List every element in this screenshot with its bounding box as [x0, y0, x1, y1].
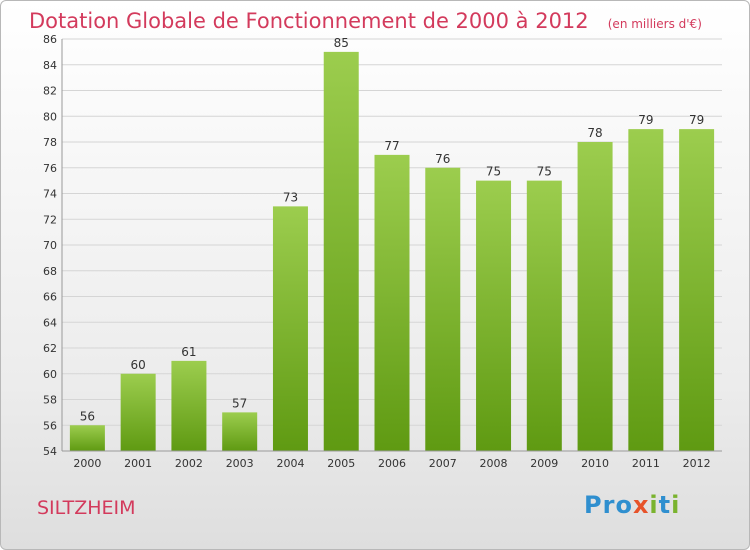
- proxiti-logo: Proxiti: [584, 491, 681, 519]
- bar-value-label: 73: [283, 190, 298, 204]
- y-tick-label: 76: [43, 162, 57, 175]
- bar: [69, 425, 105, 451]
- bar-value-label: 75: [486, 165, 501, 179]
- bar-value-label: 61: [181, 345, 196, 359]
- bar-value-label: 77: [384, 139, 399, 153]
- chart-title: Dotation Globale de Fonctionnement de 20…: [29, 9, 589, 33]
- x-tick-label: 2008: [480, 457, 508, 470]
- bar-value-label: 57: [232, 396, 247, 410]
- bar-value-label: 56: [80, 409, 95, 423]
- bar-value-label: 75: [537, 165, 552, 179]
- bar-value-label: 79: [689, 113, 704, 127]
- commune-name: SILTZHEIM: [37, 497, 136, 519]
- y-tick-label: 56: [43, 419, 57, 432]
- y-tick-label: 78: [43, 136, 57, 149]
- chart-subtitle-unit: (en milliers d'€): [607, 17, 702, 31]
- x-tick-label: 2006: [378, 457, 406, 470]
- x-tick-label: 2004: [276, 457, 304, 470]
- axes: [61, 39, 722, 452]
- y-axis-tick-labels: 54 56 58 60 62 64 66 68 70 72 74 76 78 80 82 84 86: [43, 33, 57, 458]
- x-tick-label: 2010: [581, 457, 609, 470]
- bar: [476, 180, 512, 451]
- bar: [374, 154, 410, 451]
- bar: [120, 373, 156, 451]
- y-tick-label: 60: [43, 368, 57, 381]
- x-tick-label: 2002: [175, 457, 203, 470]
- x-tick-label: 2011: [632, 457, 660, 470]
- x-tick-label: 2000: [73, 457, 101, 470]
- x-tick-label: 2009: [530, 457, 558, 470]
- x-tick-label: 2001: [124, 457, 152, 470]
- bar: [577, 142, 613, 451]
- bar: [526, 180, 562, 451]
- bars: [69, 51, 715, 451]
- y-tick-label: 64: [43, 316, 57, 329]
- x-tick-label: 2007: [429, 457, 457, 470]
- x-tick-label: 2003: [226, 457, 254, 470]
- bar: [425, 167, 461, 451]
- y-tick-label: 62: [43, 342, 57, 355]
- bar-value-label: 79: [638, 113, 653, 127]
- x-tick-label: 2012: [683, 457, 711, 470]
- bar: [222, 412, 258, 451]
- bar: [628, 129, 664, 451]
- bar: [171, 360, 207, 451]
- y-tick-label: 54: [43, 445, 57, 458]
- bar-value-label: 78: [587, 126, 602, 140]
- y-tick-label: 82: [43, 85, 57, 98]
- bar-value-label: 85: [334, 36, 349, 50]
- y-tick-label: 58: [43, 394, 57, 407]
- y-tick-label: 66: [43, 291, 57, 304]
- y-tick-label: 72: [43, 213, 57, 226]
- y-tick-label: 70: [43, 239, 57, 252]
- x-tick-label: 2005: [327, 457, 355, 470]
- bar-value-label: 76: [435, 152, 450, 166]
- bar-value-label: 60: [131, 358, 146, 372]
- y-tick-label: 84: [43, 59, 57, 72]
- value-labels: 56 60 61 57 73 85 77 76 75 75 78 79 79: [80, 36, 705, 423]
- title-line: Dotation Globale de Fonctionnement de 20…: [29, 9, 702, 33]
- x-axis-tick-labels: 2000 2001 2002 2003 2004 2005 2006 2007 2008 2009…: [73, 457, 710, 470]
- y-tick-label: 86: [43, 33, 57, 46]
- bar: [323, 51, 359, 451]
- y-tick-label: 68: [43, 265, 57, 278]
- y-tick-label: 74: [43, 188, 57, 201]
- bar: [679, 129, 715, 451]
- y-tick-label: 80: [43, 110, 57, 123]
- bar: [272, 206, 308, 451]
